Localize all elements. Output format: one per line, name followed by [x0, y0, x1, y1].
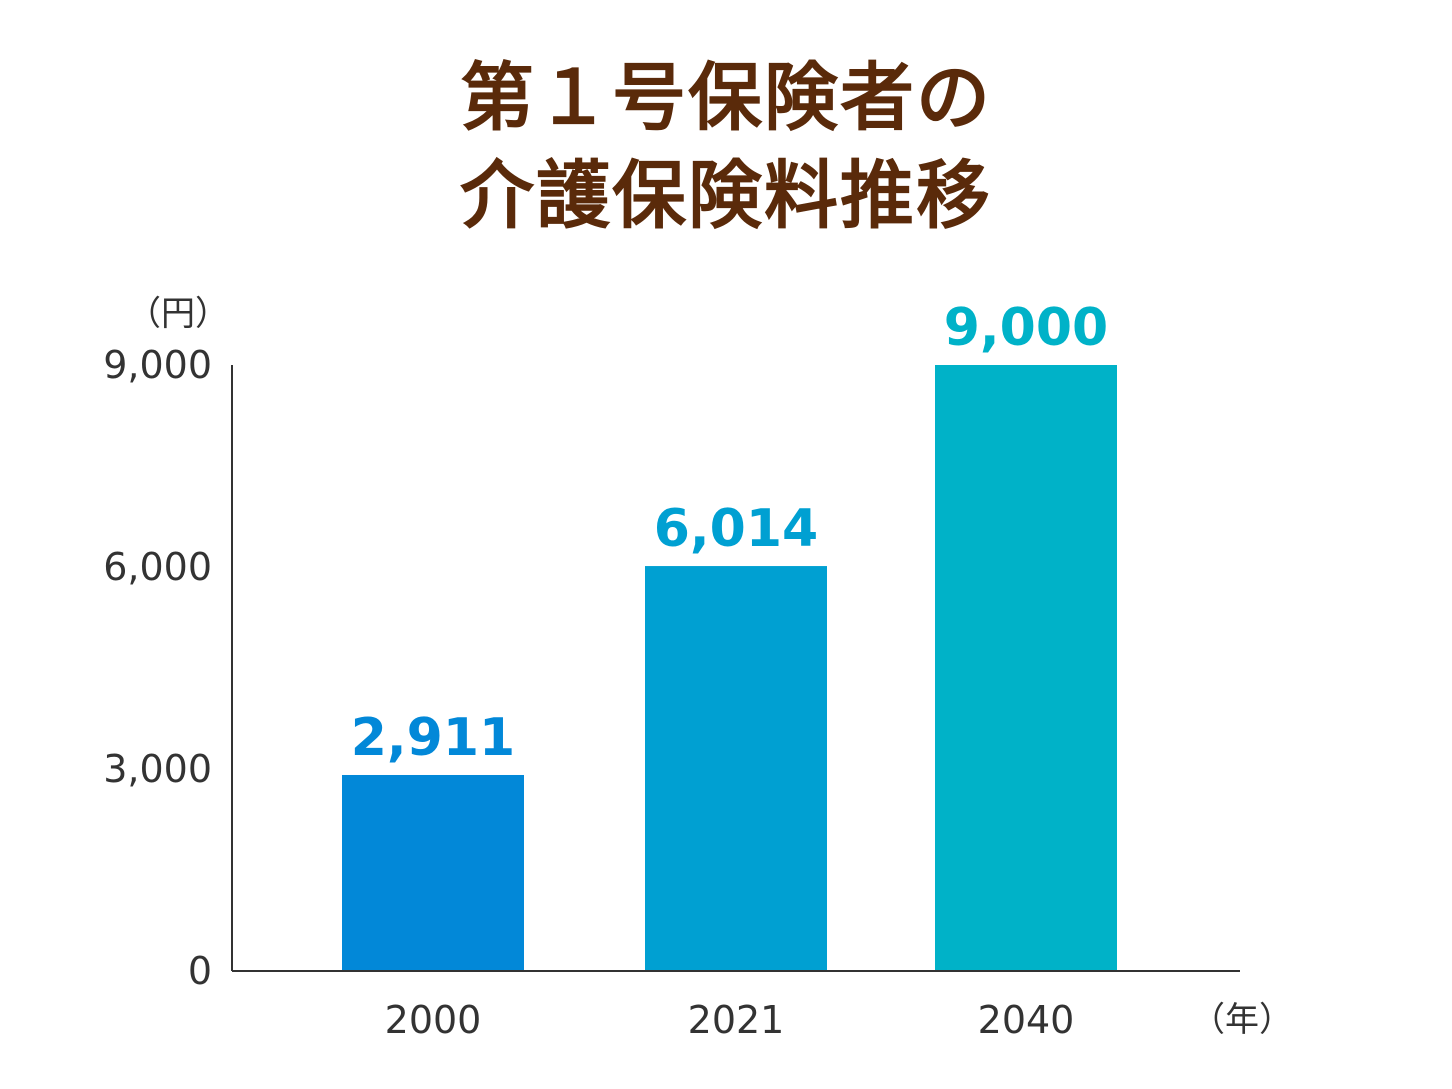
bar-2040 — [935, 365, 1117, 971]
bars — [342, 365, 1117, 971]
y-axis-ticks: 0 3,000 6,000 9,000 — [103, 343, 212, 993]
y-tick-label: 6,000 — [103, 545, 212, 589]
y-axis-unit: （円） — [127, 294, 229, 334]
bar-2021 — [645, 566, 827, 971]
bar-2000 — [342, 774, 524, 971]
y-tick-label: 0 — [188, 949, 212, 993]
chart-title-line-1: 第１号保険者の — [460, 55, 992, 141]
x-tick-label: 2040 — [978, 998, 1075, 1042]
value-label-2000: 2,911 — [351, 708, 515, 768]
x-tick-label: 2000 — [385, 998, 482, 1042]
value-labels: 2,911 6,014 9,000 — [351, 298, 1108, 768]
x-axis-unit: （年） — [1191, 1000, 1293, 1040]
x-tick-label: 2021 — [688, 998, 785, 1042]
value-label-2040: 9,000 — [944, 298, 1108, 358]
x-axis-ticks: 2000 2021 2040 — [385, 998, 1075, 1042]
value-label-2021: 6,014 — [654, 499, 818, 559]
y-tick-label: 9,000 — [103, 343, 212, 387]
chart-title-line-2: 介護保険料推移 — [460, 153, 992, 239]
y-tick-label: 3,000 — [103, 747, 212, 791]
